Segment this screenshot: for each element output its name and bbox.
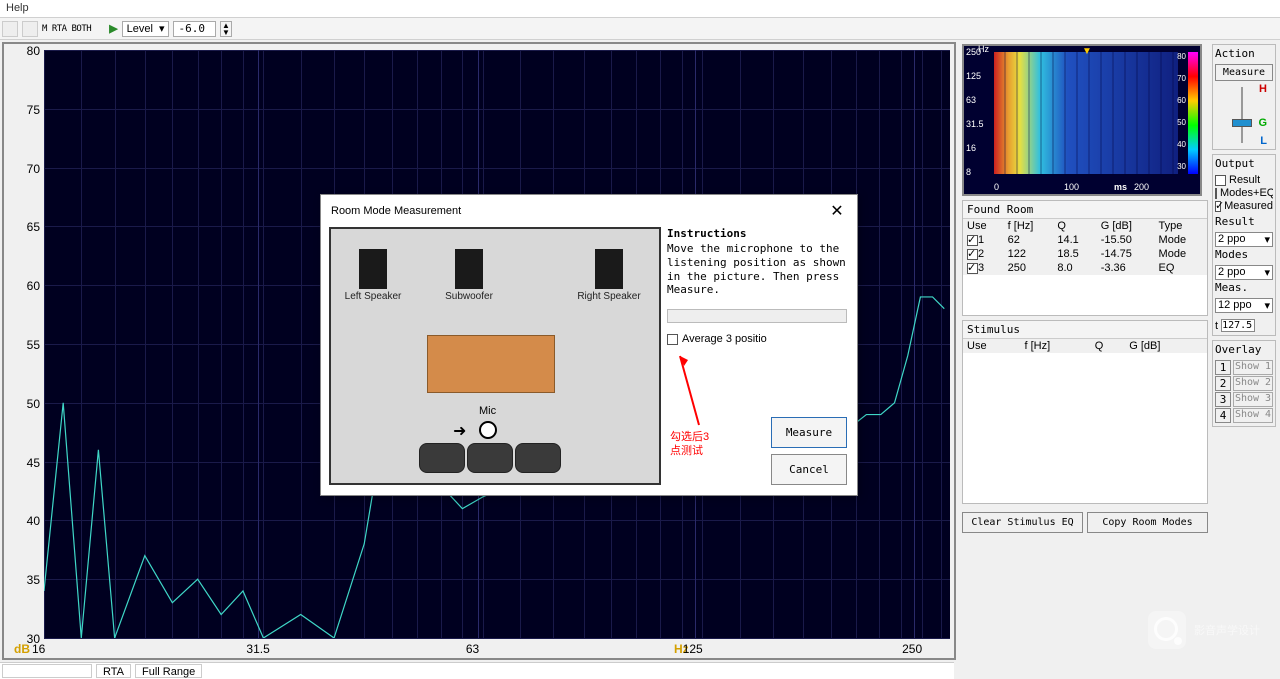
level-dropdown[interactable]: Level▾ xyxy=(122,21,170,37)
stimulus-table: Usef [Hz]QG [dB] xyxy=(963,339,1207,353)
overlay-slot[interactable]: 3 xyxy=(1215,392,1231,407)
output-panel: Output Result Modes+EQ Measured Result 2… xyxy=(1212,154,1276,336)
spectrogram-colorbar xyxy=(1188,52,1198,174)
found-room-group: Found Room Usef [Hz]QG [dB]Type 16214.1-… xyxy=(962,200,1208,316)
overlay-slot[interactable]: 4 xyxy=(1215,408,1231,423)
table-row[interactable]: 212218.5-14.75Mode xyxy=(963,247,1207,261)
left-speaker-icon xyxy=(359,249,387,289)
subwoofer-icon xyxy=(455,249,483,289)
progress-bar xyxy=(667,309,847,323)
table-row[interactable]: 16214.1-15.50Mode xyxy=(963,233,1207,247)
room-diagram: Left Speaker Subwoofer Right Speaker Mic… xyxy=(329,227,661,485)
instructions-title: Instructions xyxy=(667,227,847,240)
room-mode-dialog: Room Mode Measurement ✕ Left Speaker Sub… xyxy=(320,194,858,496)
status-bar: RTA Full Range xyxy=(0,662,954,679)
stimulus-group: Stimulus Usef [Hz]QG [dB] xyxy=(962,320,1208,504)
dialog-cancel-button[interactable]: Cancel xyxy=(771,454,847,485)
overlay-slot[interactable]: 2 xyxy=(1215,376,1231,391)
found-room-title: Found Room xyxy=(963,201,1207,219)
action-panel: Action Measure H G L xyxy=(1212,44,1276,150)
overlay-show-button[interactable]: Show 2 xyxy=(1233,376,1273,391)
toolbar-btn-1[interactable] xyxy=(2,21,18,37)
measured-checkbox[interactable] xyxy=(1215,201,1221,212)
found-room-table: Usef [Hz]QG [dB]Type 16214.1-15.50Mode21… xyxy=(963,219,1207,275)
couch-icon xyxy=(419,443,465,473)
overlay-show-button[interactable]: Show 3 xyxy=(1233,392,1273,407)
modes-eq-checkbox[interactable] xyxy=(1215,188,1217,199)
overlay-slot[interactable]: 1 xyxy=(1215,360,1231,375)
result-select[interactable]: 2 ppo▾ xyxy=(1215,232,1273,247)
use-checkbox[interactable] xyxy=(967,263,978,274)
t-input[interactable] xyxy=(1221,319,1255,332)
table-row[interactable]: 32508.0-3.36EQ xyxy=(963,261,1207,275)
toolbar-btn-2[interactable] xyxy=(22,21,38,37)
mic-icon xyxy=(479,421,497,439)
toolbar-mode-cluster[interactable]: M RTA BOTH xyxy=(42,24,91,34)
spectrogram-time-marker: ▼ xyxy=(1082,46,1092,57)
meas-select[interactable]: 12 ppo▾ xyxy=(1215,298,1273,313)
stimulus-title: Stimulus xyxy=(963,321,1207,339)
chevron-down-icon: ▾ xyxy=(159,22,165,35)
overlay-show-button[interactable]: Show 4 xyxy=(1233,408,1273,423)
right-speaker-icon xyxy=(595,249,623,289)
close-icon[interactable]: ✕ xyxy=(827,201,847,221)
annotation-arrow-icon xyxy=(674,350,704,430)
menu-bar: Help xyxy=(0,0,1280,18)
overlay-panel: Overlay 1Show 12Show 23Show 34Show 4 xyxy=(1212,340,1276,427)
level-value[interactable]: -6.0 xyxy=(173,21,216,37)
play-icon[interactable]: ▶ xyxy=(109,22,117,35)
spectrogram[interactable]: ▼ 2501256331.5168Hz0100200ms807060504030 xyxy=(962,44,1202,196)
use-checkbox[interactable] xyxy=(967,235,978,246)
overlay-show-button[interactable]: Show 1 xyxy=(1233,360,1273,375)
instructions-text: Move the microphone to the listening pos… xyxy=(667,242,847,297)
dialog-title: Room Mode Measurement xyxy=(331,205,461,217)
copy-room-modes-button[interactable]: Copy Room Modes xyxy=(1087,512,1208,533)
measure-button[interactable]: Measure xyxy=(1215,64,1273,81)
toolbar: M RTA BOTH ▶ Level▾ -6.0 ▲▼ xyxy=(0,18,1280,40)
annotation-text: 勾选后3 点测试 xyxy=(670,430,709,459)
dialog-measure-button[interactable]: Measure xyxy=(771,417,847,448)
gain-slider[interactable]: H G L xyxy=(1215,83,1269,147)
modes-select[interactable]: 2 ppo▾ xyxy=(1215,265,1273,280)
clear-stimulus-button[interactable]: Clear Stimulus EQ xyxy=(962,512,1083,533)
couch-icon xyxy=(467,443,513,473)
menu-help[interactable]: Help xyxy=(6,2,29,14)
average-3-checkbox[interactable] xyxy=(667,334,678,345)
couch-icon xyxy=(515,443,561,473)
level-spinner[interactable]: ▲▼ xyxy=(220,21,232,37)
result-checkbox[interactable] xyxy=(1215,175,1226,186)
use-checkbox[interactable] xyxy=(967,249,978,260)
table-icon xyxy=(427,335,555,393)
arrow-right-icon: ➜ xyxy=(453,421,466,441)
